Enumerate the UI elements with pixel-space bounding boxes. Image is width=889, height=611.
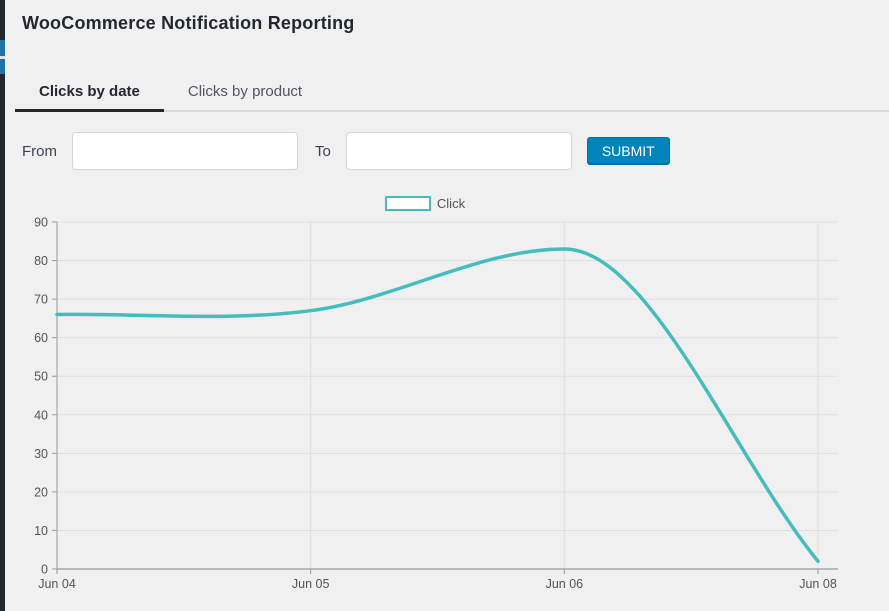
svg-text:Jun 05: Jun 05 (292, 577, 330, 591)
from-label: From (22, 142, 57, 160)
to-date-input[interactable] (345, 132, 572, 170)
page-title: WooCommerce Notification Reporting (22, 13, 355, 33)
to-label: To (315, 142, 331, 160)
tab-clicks-by-product[interactable]: Clicks by product (187, 83, 303, 100)
svg-text:90: 90 (34, 216, 48, 230)
wp-admin-menu-strip (0, 0, 5, 611)
svg-text:30: 30 (34, 447, 48, 461)
submit-button[interactable]: SUBMIT (586, 137, 670, 165)
series-line-click (55, 247, 820, 564)
report-tabs: Clicks by date Clicks by product (15, 74, 889, 112)
svg-text:Jun 06: Jun 06 (546, 577, 584, 591)
chart-axis-lines (52, 221, 838, 574)
menu-item-divider (0, 56, 5, 59)
svg-text:Jun 04: Jun 04 (38, 577, 76, 591)
date-filter-form: From To SUBMIT (22, 131, 670, 171)
clicks-line-chart: 0 10 20 30 40 50 60 70 80 90 Jun 04 Jun 05 Jun 06 Jun… (34, 216, 838, 592)
svg-text:0: 0 (41, 563, 48, 577)
from-date-input[interactable] (72, 132, 298, 170)
svg-text:40: 40 (34, 408, 48, 422)
chart-legend: Click (0, 196, 850, 211)
svg-text:60: 60 (34, 331, 48, 345)
active-menu-item-marker[interactable] (0, 40, 5, 56)
active-submenu-item-marker[interactable] (0, 59, 5, 74)
legend-color-swatch (384, 196, 431, 211)
svg-text:80: 80 (34, 254, 48, 268)
legend-series-label: Click (436, 196, 466, 211)
svg-text:Jun 08: Jun 08 (799, 577, 837, 591)
svg-text:50: 50 (34, 370, 48, 384)
svg-text:20: 20 (34, 485, 48, 499)
chart-tick-labels: 0 10 20 30 40 50 60 70 80 90 Jun 04 Jun 05 Jun 06 Jun… (34, 216, 837, 592)
svg-text:10: 10 (34, 524, 48, 538)
tab-clicks-by-date[interactable]: Clicks by date (15, 74, 164, 112)
chart-gridlines (57, 221, 838, 569)
svg-text:70: 70 (34, 293, 48, 307)
